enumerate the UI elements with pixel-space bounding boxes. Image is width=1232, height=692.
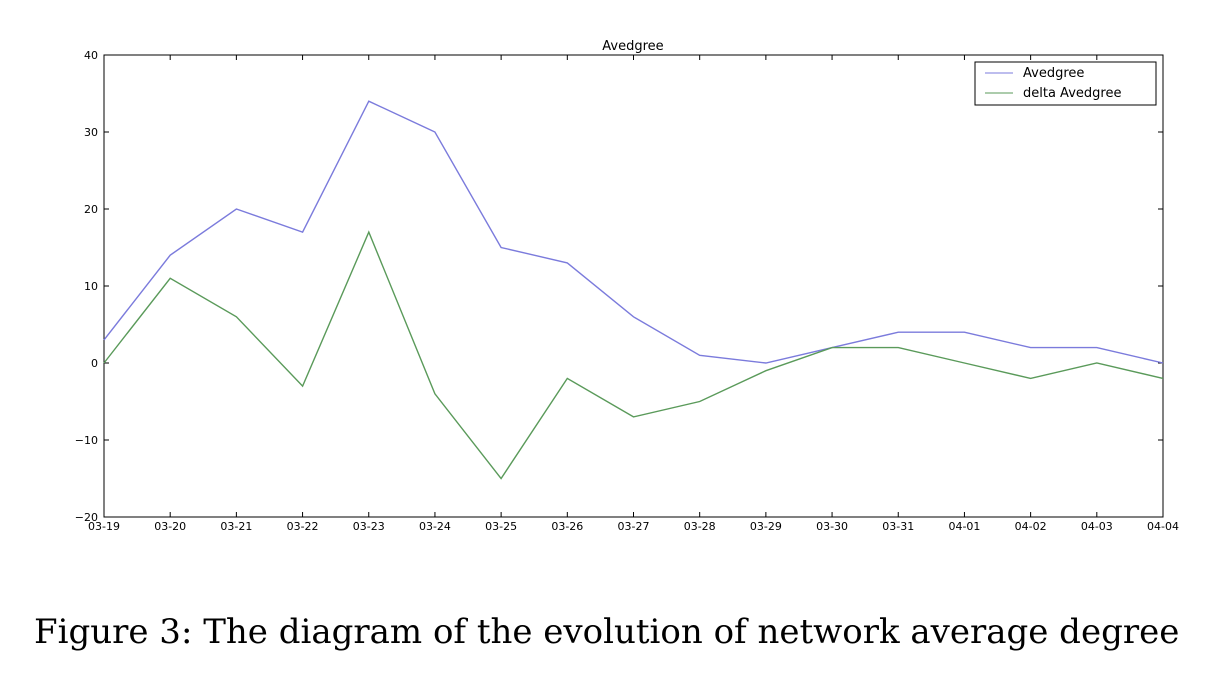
line-chart: −20 −10 0 10 20 30 40 03-19 03-20 03-21 03-22 03-2…: [75, 39, 1179, 533]
x-tick-label: 04-01: [948, 520, 980, 533]
legend-box: [974, 61, 1157, 106]
legend-label-avedgree: Avedgree: [1023, 66, 1084, 81]
x-tick-label: 03-29: [750, 520, 782, 533]
legend-label-delta-avedgree: delta Avedgree: [1023, 86, 1121, 101]
y-tick-label: 0: [91, 357, 98, 370]
x-tick-label: 03-23: [353, 520, 385, 533]
chart-title: Avedgree: [602, 39, 663, 54]
x-tick-label: 03-19: [88, 520, 120, 533]
series-line-delta-avedgree: [103, 230, 1164, 480]
x-tick-label: 03-24: [419, 520, 451, 533]
y-tick-label: 10: [84, 280, 98, 293]
x-tick-label: 03-27: [618, 520, 650, 533]
x-tick-label: 04-04: [1147, 520, 1179, 533]
y-tick-label: −10: [75, 434, 98, 447]
x-tick-label: 03-21: [220, 520, 252, 533]
x-tick-label: 03-31: [882, 520, 914, 533]
x-tick-label: 03-28: [684, 520, 716, 533]
y-tick-label: 20: [84, 203, 98, 216]
y-tick-label: 30: [84, 126, 98, 139]
y-tick-label: 40: [84, 49, 98, 62]
x-tick-label: 04-03: [1081, 520, 1113, 533]
figure-caption: Figure 3: The diagram of the evolution o…: [34, 612, 1180, 652]
series-lines: [103, 100, 1164, 480]
series-line-avedgree: [103, 100, 1164, 364]
y-axis: −20 −10 0 10 20 30 40: [75, 49, 1163, 524]
x-tick-label: 03-25: [485, 520, 517, 533]
x-tick-label: 04-02: [1015, 520, 1047, 533]
x-tick-label: 03-20: [154, 520, 186, 533]
x-axis: 03-19 03-20 03-21 03-22 03-23 03-24 03-25 03-26…: [88, 55, 1179, 533]
x-tick-label: 03-22: [287, 520, 319, 533]
legend: Avedgree delta Avedgree: [974, 61, 1157, 106]
y-tick-label: −20: [75, 511, 98, 524]
x-tick-label: 03-30: [816, 520, 848, 533]
plot-frame: [103, 54, 1164, 518]
x-tick-label: 03-26: [551, 520, 583, 533]
